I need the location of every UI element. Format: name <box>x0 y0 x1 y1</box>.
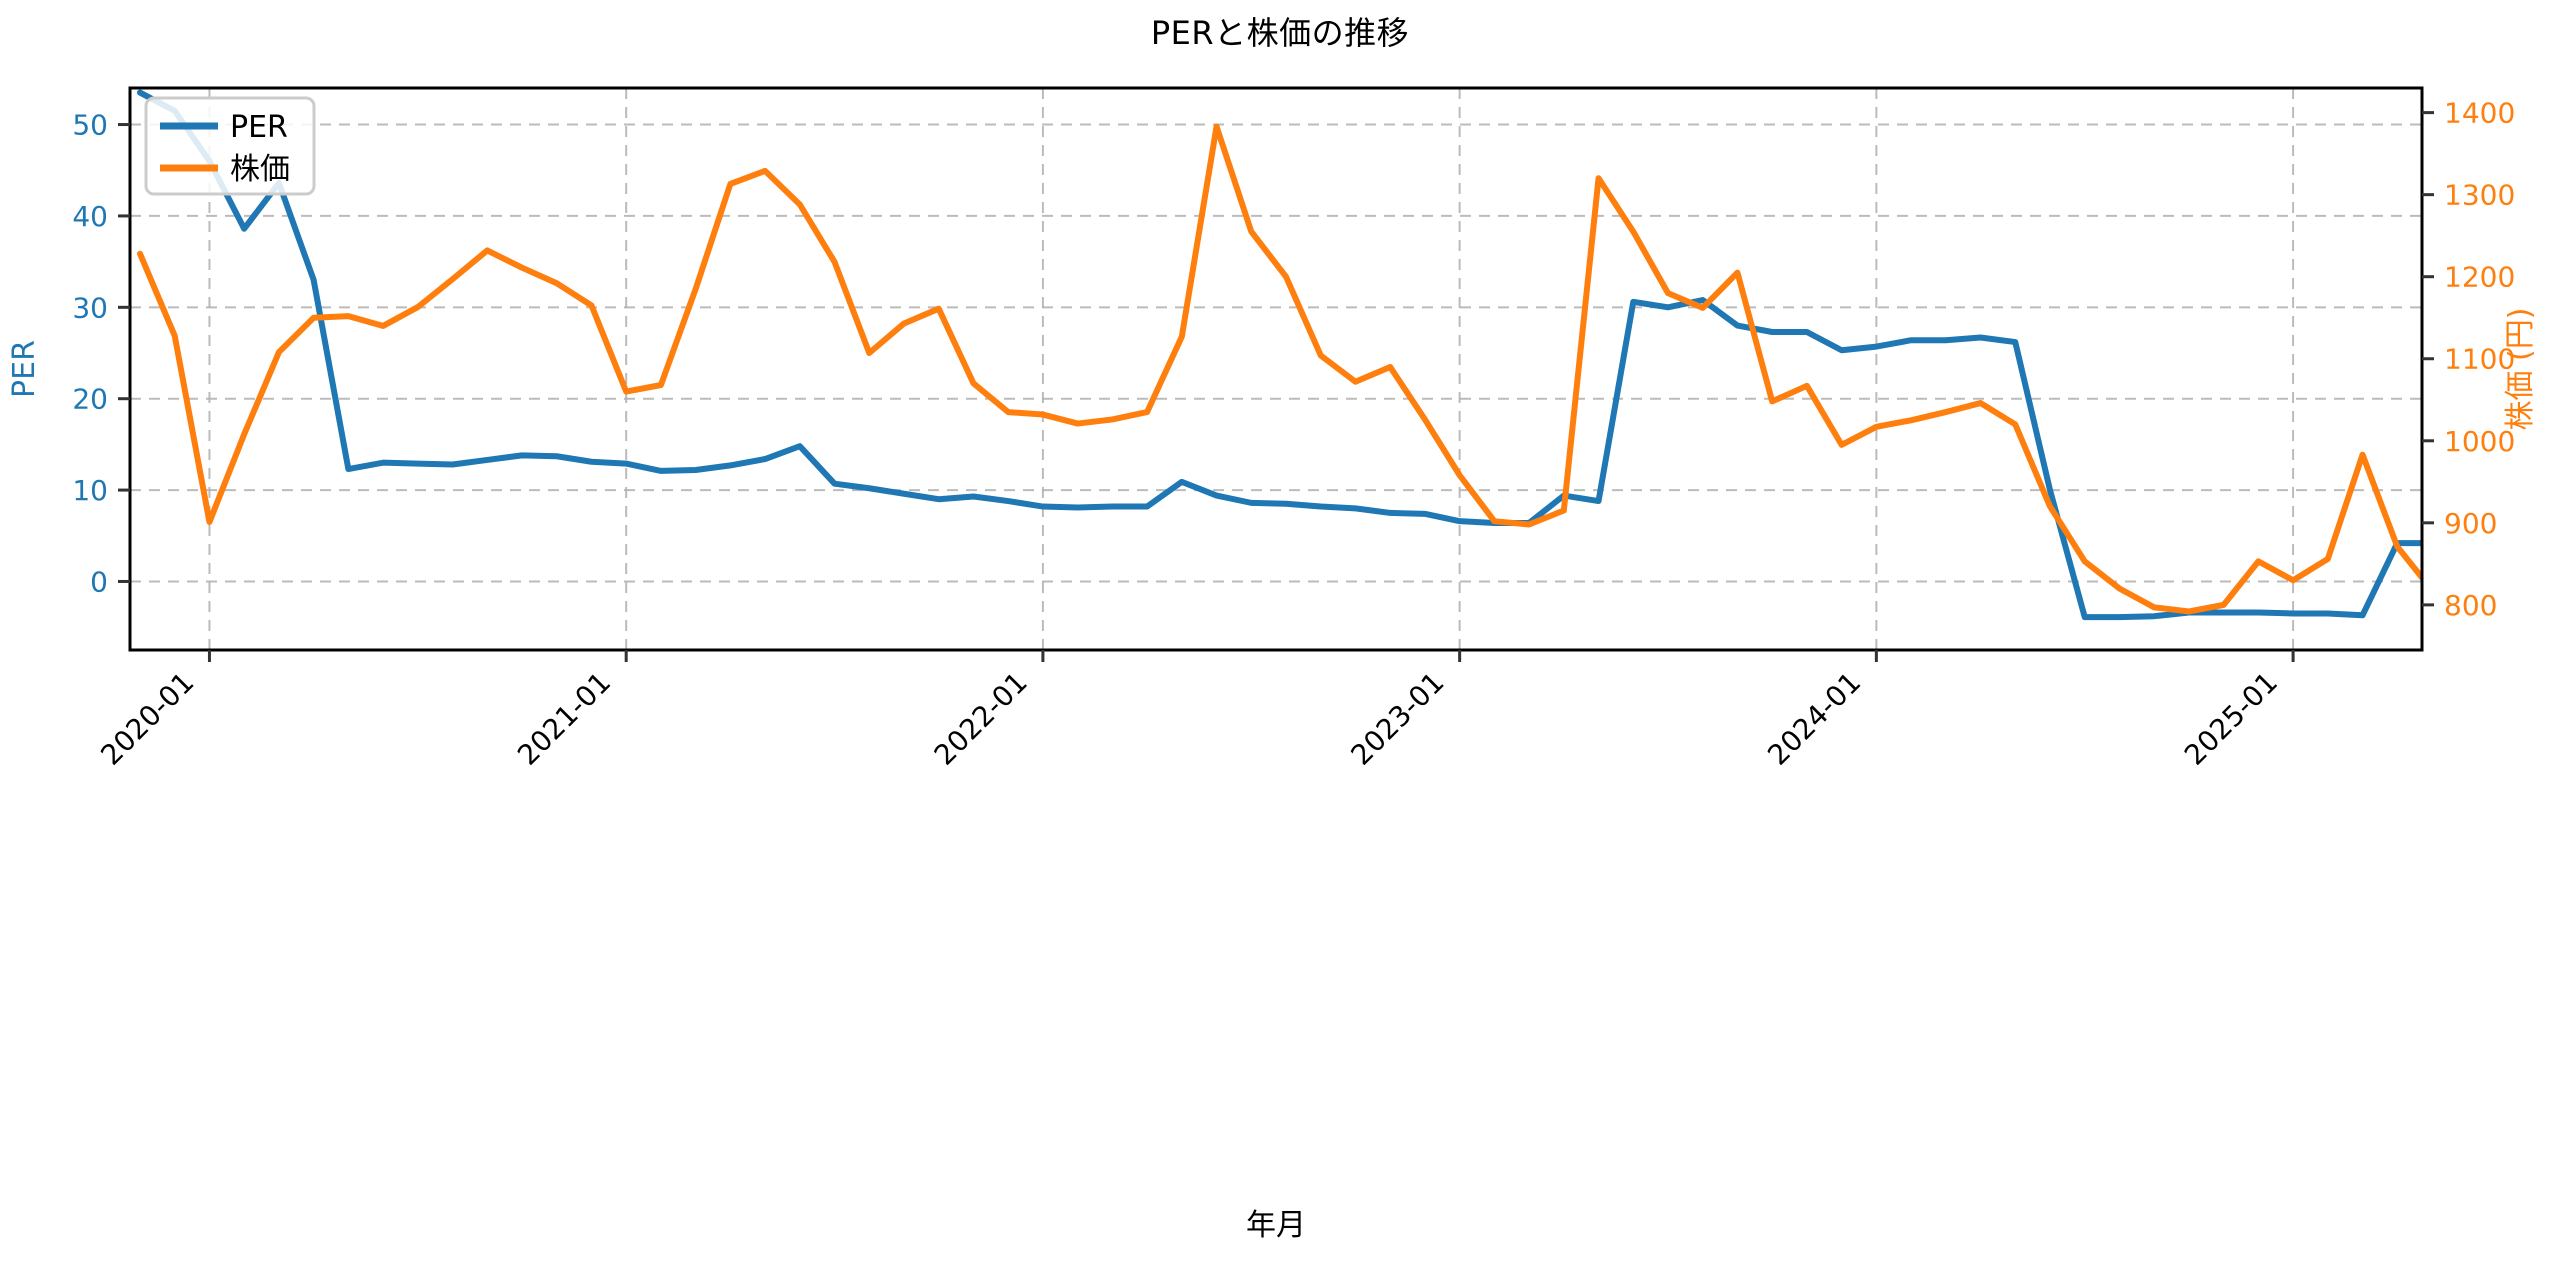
series-line-per <box>137 89 2422 621</box>
y-left-tick-label: 30 <box>72 291 108 324</box>
y-left-tick-label: 20 <box>72 383 108 416</box>
x-tick-label: 2025-01 <box>2178 666 2284 772</box>
plot-frame <box>128 86 2424 652</box>
axis-labels: 年月 PER 株価 (円) <box>7 308 2538 1243</box>
y-axis-label-right: 株価 (円) <box>2503 308 2538 431</box>
y-left-tick-label: 50 <box>72 109 108 142</box>
x-tick-label: 2020-01 <box>94 666 200 772</box>
legend-label-per: PER <box>230 110 288 145</box>
y-right-tick-label: 1100 <box>2444 343 2515 376</box>
x-tick-label: 2023-01 <box>1345 666 1451 772</box>
y-left-tick-label: 10 <box>72 474 108 507</box>
tick-labels: 0 10 20 30 40 50 800 900 1000 1100 1200 1300 1400 202… <box>72 97 2515 772</box>
x-tick-label: 2024-01 <box>1761 666 1867 772</box>
x-tick-label: 2022-01 <box>928 666 1034 772</box>
y-left-tick-label: 40 <box>72 200 108 233</box>
x-axis-label: 年月 <box>1246 1208 1306 1243</box>
y-right-tick-label: 1400 <box>2444 97 2515 130</box>
x-tick-label: 2021-01 <box>511 666 617 772</box>
grid-lines <box>130 88 2422 650</box>
y-right-tick-label: 1200 <box>2444 261 2515 294</box>
y-right-tick-label: 800 <box>2444 589 2497 622</box>
axes <box>118 86 2434 662</box>
chart-title: PERと株価の推移 <box>1150 14 1410 52</box>
legend-label-kabuka: 株価 <box>230 152 290 187</box>
series-line-kabuka <box>137 123 2422 615</box>
data-series <box>137 89 2422 621</box>
y-axis-label-left: PER <box>7 340 42 398</box>
y-left-tick-label: 0 <box>90 565 108 598</box>
y-right-tick-label: 900 <box>2444 507 2497 540</box>
legend: PER 株価 <box>144 96 316 196</box>
y-right-tick-label: 1300 <box>2444 179 2515 212</box>
y-right-tick-label: 1000 <box>2444 425 2515 458</box>
